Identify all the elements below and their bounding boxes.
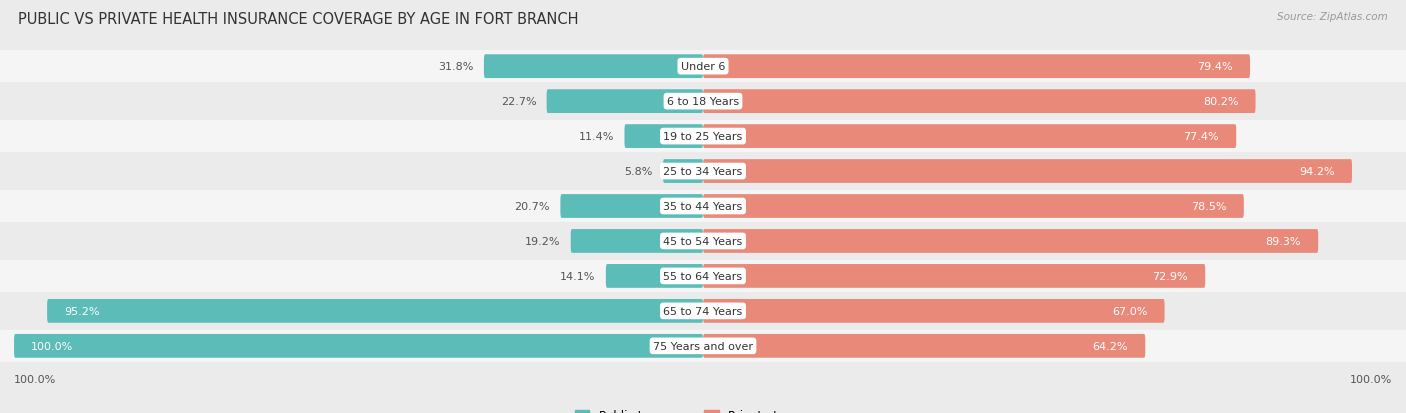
FancyBboxPatch shape bbox=[14, 334, 703, 358]
FancyBboxPatch shape bbox=[703, 299, 1164, 323]
Text: 72.9%: 72.9% bbox=[1153, 271, 1188, 281]
FancyBboxPatch shape bbox=[0, 121, 1406, 153]
Text: 25 to 34 Years: 25 to 34 Years bbox=[664, 166, 742, 177]
FancyBboxPatch shape bbox=[624, 125, 703, 149]
FancyBboxPatch shape bbox=[703, 264, 1205, 288]
FancyBboxPatch shape bbox=[703, 125, 1236, 149]
Text: 94.2%: 94.2% bbox=[1299, 166, 1334, 177]
FancyBboxPatch shape bbox=[606, 264, 703, 288]
Text: 31.8%: 31.8% bbox=[439, 62, 474, 72]
Text: 19.2%: 19.2% bbox=[524, 236, 561, 247]
Text: 65 to 74 Years: 65 to 74 Years bbox=[664, 306, 742, 316]
Text: 6 to 18 Years: 6 to 18 Years bbox=[666, 97, 740, 107]
Text: 5.8%: 5.8% bbox=[624, 166, 652, 177]
FancyBboxPatch shape bbox=[484, 55, 703, 79]
FancyBboxPatch shape bbox=[0, 156, 1406, 188]
FancyBboxPatch shape bbox=[547, 90, 703, 114]
Text: 64.2%: 64.2% bbox=[1092, 341, 1128, 351]
Text: 100.0%: 100.0% bbox=[1350, 374, 1392, 384]
FancyBboxPatch shape bbox=[703, 90, 1256, 114]
Text: 67.0%: 67.0% bbox=[1112, 306, 1147, 316]
FancyBboxPatch shape bbox=[703, 230, 1319, 253]
Text: 77.4%: 77.4% bbox=[1184, 132, 1219, 142]
Text: 55 to 64 Years: 55 to 64 Years bbox=[664, 271, 742, 281]
Text: 78.5%: 78.5% bbox=[1191, 202, 1226, 211]
FancyBboxPatch shape bbox=[0, 330, 1406, 362]
FancyBboxPatch shape bbox=[703, 55, 1250, 79]
Text: 95.2%: 95.2% bbox=[65, 306, 100, 316]
Text: 35 to 44 Years: 35 to 44 Years bbox=[664, 202, 742, 211]
FancyBboxPatch shape bbox=[561, 195, 703, 218]
FancyBboxPatch shape bbox=[48, 299, 703, 323]
Text: Source: ZipAtlas.com: Source: ZipAtlas.com bbox=[1277, 12, 1388, 22]
FancyBboxPatch shape bbox=[0, 225, 1406, 257]
Text: 45 to 54 Years: 45 to 54 Years bbox=[664, 236, 742, 247]
Text: 14.1%: 14.1% bbox=[560, 271, 596, 281]
FancyBboxPatch shape bbox=[703, 195, 1244, 218]
Text: 22.7%: 22.7% bbox=[501, 97, 536, 107]
Text: 20.7%: 20.7% bbox=[515, 202, 550, 211]
Text: 19 to 25 Years: 19 to 25 Years bbox=[664, 132, 742, 142]
FancyBboxPatch shape bbox=[664, 160, 703, 183]
FancyBboxPatch shape bbox=[571, 230, 703, 253]
Text: 100.0%: 100.0% bbox=[31, 341, 73, 351]
FancyBboxPatch shape bbox=[0, 260, 1406, 292]
Text: PUBLIC VS PRIVATE HEALTH INSURANCE COVERAGE BY AGE IN FORT BRANCH: PUBLIC VS PRIVATE HEALTH INSURANCE COVER… bbox=[18, 12, 579, 27]
Text: 11.4%: 11.4% bbox=[579, 132, 614, 142]
FancyBboxPatch shape bbox=[0, 295, 1406, 327]
Text: 75 Years and over: 75 Years and over bbox=[652, 341, 754, 351]
FancyBboxPatch shape bbox=[0, 190, 1406, 223]
Text: 100.0%: 100.0% bbox=[14, 374, 56, 384]
Text: 79.4%: 79.4% bbox=[1197, 62, 1233, 72]
FancyBboxPatch shape bbox=[703, 160, 1353, 183]
FancyBboxPatch shape bbox=[0, 51, 1406, 83]
Text: Under 6: Under 6 bbox=[681, 62, 725, 72]
Legend: Public Insurance, Private Insurance: Public Insurance, Private Insurance bbox=[571, 404, 835, 413]
FancyBboxPatch shape bbox=[703, 334, 1146, 358]
FancyBboxPatch shape bbox=[0, 86, 1406, 118]
Text: 89.3%: 89.3% bbox=[1265, 236, 1301, 247]
Text: 80.2%: 80.2% bbox=[1202, 97, 1239, 107]
